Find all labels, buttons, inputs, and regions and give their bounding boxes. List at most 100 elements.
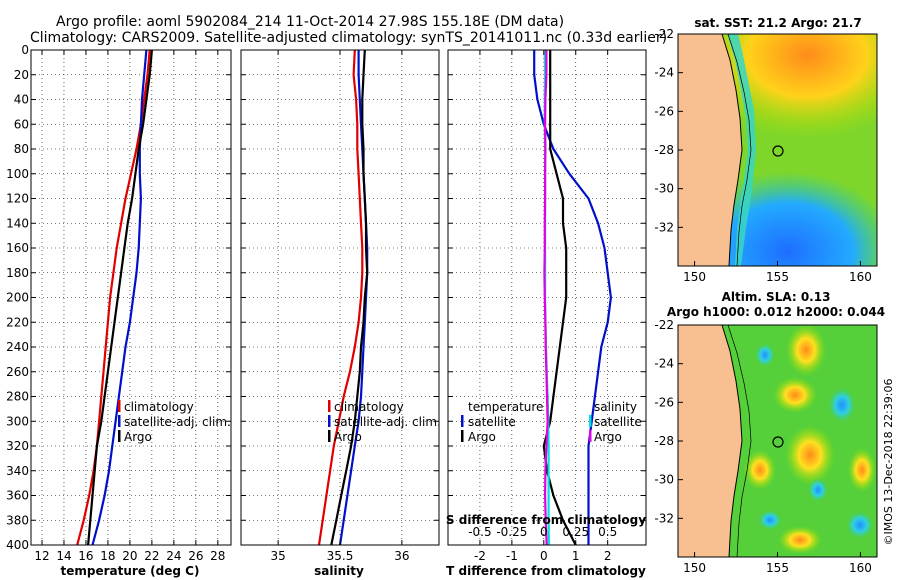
depth-tick-label: 160 (6, 241, 29, 255)
legend-label-temp-argo: Argo (468, 430, 496, 444)
sst-isobath (727, 34, 752, 266)
depth-tick-label: 60 (14, 117, 29, 131)
sla-map (678, 325, 877, 557)
depth-tick-label: 120 (6, 192, 29, 206)
sla-warm-eddy (773, 377, 817, 413)
legend-swatch-argo (328, 430, 331, 442)
sla-cold-eddy (808, 478, 828, 502)
salinity-x-label: salinity (314, 564, 364, 578)
x-tick-label: 0 (540, 549, 548, 563)
difference-secondary-x-label: S difference from climatology (446, 513, 646, 527)
legend-label-argo: Argo (124, 430, 152, 444)
map-y-tick-label: -28 (654, 143, 674, 157)
salinity-panel: 35 35.5 36 (240, 49, 440, 563)
title-line-2: Climatology: CARS2009. Satellite-adjuste… (30, 30, 667, 46)
depth-tick-label: 360 (6, 489, 29, 503)
sst-map-title: sat. SST: 21.2 Argo: 21.7 (694, 16, 861, 30)
legend-label-climatology: climatology (334, 400, 404, 414)
legend-swatch-sal-argo (589, 430, 592, 442)
x-tick-label: 28 (210, 549, 225, 563)
sla-warm-eddy (778, 526, 822, 554)
sla-warm-eddy (744, 450, 776, 490)
legend-swatch-climatology (328, 400, 331, 412)
difference-legend: temperature satellite Argo salinity sate… (461, 400, 642, 444)
depth-tick-label: 380 (6, 513, 29, 527)
depth-tick-label: 100 (6, 167, 29, 181)
sst-shelf-current (727, 34, 756, 266)
x-tick-label: 18 (100, 549, 115, 563)
depth-tick-label: 200 (6, 291, 29, 305)
sla-warm-eddy (848, 448, 876, 492)
salinity-legend: climatology satellite-adj. clim. Argo (328, 400, 441, 444)
sla-cold-eddy (846, 511, 874, 539)
x-tick-label: 35.5 (327, 549, 354, 563)
legend-label-satellite: satellite-adj. clim. (334, 415, 441, 429)
sla-map-subtitle: Argo h1000: 0.012 h2000: 0.044 (667, 305, 885, 319)
map-y-tick-label: -26 (654, 104, 674, 118)
sla-warm-eddy (785, 425, 835, 485)
sla-map-title: Altim. SLA: 0.13 (722, 290, 831, 304)
legend-label-temp-satellite: satellite (468, 415, 516, 429)
x-tick-label: 16 (78, 549, 93, 563)
sla-land (678, 325, 742, 557)
title-line-1: Argo profile: aoml 5902084_214 11-Oct-20… (56, 14, 564, 30)
legend-label-climatology: climatology (124, 400, 194, 414)
map-y-tick-label: -30 (654, 473, 674, 487)
depth-tick-label: 280 (6, 390, 29, 404)
x-tick-label: 2 (604, 549, 612, 563)
legend-swatch-satellite (118, 415, 121, 427)
map-x-tick-label: 150 (683, 561, 706, 575)
depth-tick-label: 220 (6, 315, 29, 329)
depth-tick-label: 340 (6, 464, 29, 478)
x-tick-label: 35 (270, 549, 285, 563)
sla-cold-eddy (755, 343, 775, 367)
map-y-tick-label: -32 (654, 220, 674, 234)
map-y-tick-label: -24 (654, 66, 674, 80)
imos-credit: ©IMOS 13-Dec-2018 22:39:06 (882, 379, 895, 546)
map-y-tick-label: -26 (654, 395, 674, 409)
legend-title-salinity: salinity (594, 400, 637, 414)
temperature-panel: 12 14 16 18 20 22 24 26 28 (30, 49, 232, 563)
legend-swatch-temp-satellite (461, 415, 464, 427)
series-line-satellite-adj-clim- (338, 50, 369, 546)
x-tick-label: 26 (188, 549, 203, 563)
series-line-argo (87, 49, 153, 546)
map-y-tick-label: -22 (654, 318, 674, 332)
depth-tick-label: 260 (6, 365, 29, 379)
depth-tick-label: 320 (6, 439, 29, 453)
x-tick-label: 36 (394, 549, 409, 563)
legend-label-sal-satellite: satellite (594, 415, 642, 429)
sla-coastline (721, 325, 743, 557)
depth-tick-label: 40 (14, 93, 29, 107)
depth-tick-label: 400 (6, 538, 29, 552)
x-tick-label: 22 (144, 549, 159, 563)
depth-tick-label: 80 (14, 142, 29, 156)
depth-tick-label: 180 (6, 266, 29, 280)
series-line-climatology (76, 49, 151, 546)
legend-title-temperature: temperature (468, 400, 543, 414)
depth-axis-labels: 0 20 40 60 80 100 120 140 160 180 200 220 240 260 280 3… (6, 43, 29, 552)
depth-tick-label: 300 (6, 414, 29, 428)
x-tick-label: -2 (474, 549, 486, 563)
map-y-tick-label: -32 (654, 511, 674, 525)
temperature-x-label: temperature (deg C) (61, 564, 200, 578)
x2-tick-label: -0.5 (468, 525, 491, 539)
legend-swatch-satellite (328, 415, 331, 427)
map-y-tick-label: -30 (654, 182, 674, 196)
map-y-tick-label: -22 (654, 27, 674, 41)
depth-tick-label: 0 (21, 43, 29, 57)
x-tick-label: 14 (56, 549, 71, 563)
legend-swatch-temp-argo (461, 430, 464, 442)
x2-tick-label: -0.25 (496, 525, 527, 539)
sst-map (678, 34, 877, 266)
x2-tick-label: 0 (540, 525, 548, 539)
legend-label-argo: Argo (334, 430, 362, 444)
map-x-tick-label: 160 (849, 561, 872, 575)
depth-tick-label: 20 (14, 68, 29, 82)
map-x-tick-label: 160 (849, 270, 872, 284)
x-tick-label: -1 (506, 549, 518, 563)
depth-tick-label: 140 (6, 216, 29, 230)
difference-x-label: T difference from climatology (446, 564, 646, 578)
sla-profile-marker (772, 436, 784, 448)
